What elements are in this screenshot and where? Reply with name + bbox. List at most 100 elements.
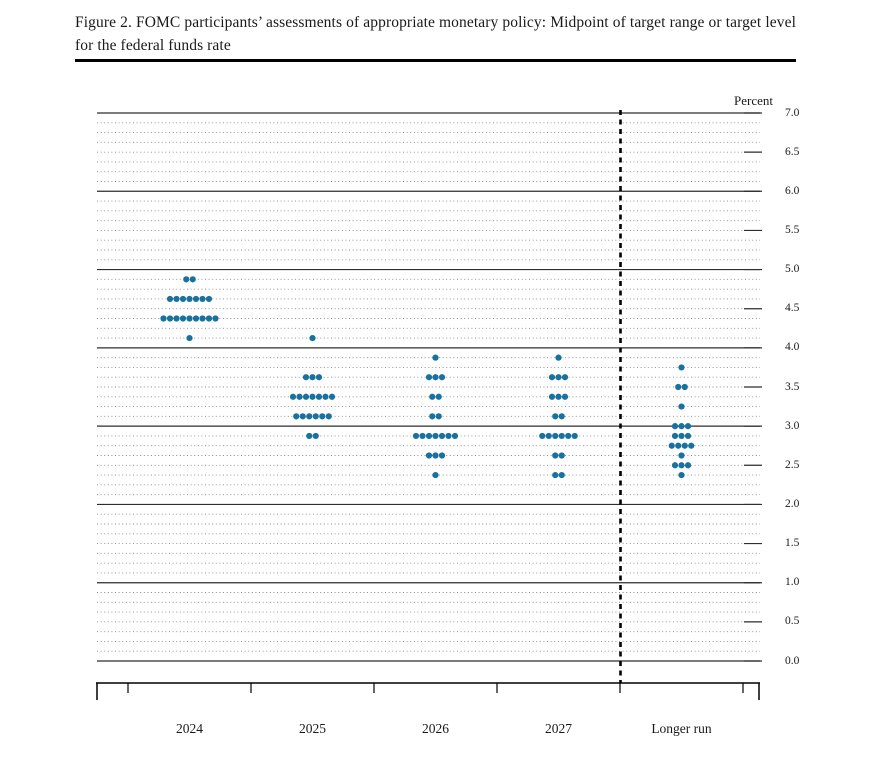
projection-dot-2026-3.625 — [432, 374, 439, 381]
projection-dot-longer-run-2.75 — [675, 442, 682, 449]
projection-dot-longer-run-2.5 — [678, 462, 685, 469]
projection-dot-longer-run-3.5 — [681, 383, 688, 391]
projection-dot-2026-2.375 — [432, 471, 439, 479]
projection-dot-2024-4.375 — [186, 315, 193, 322]
projection-dot-2027-2.625 — [552, 452, 559, 459]
projection-dot-2026-3.375 — [429, 393, 436, 400]
projection-dot-longer-run-2.75 — [668, 442, 675, 449]
projection-dot-2025-3.625 — [315, 374, 323, 381]
y-axis-label: 4.5 — [785, 302, 800, 315]
projection-dot-longer-run-2.75 — [681, 442, 688, 449]
x-axis-label-2025: 2025 — [299, 721, 326, 736]
projection-dot-2027-3.125 — [558, 413, 565, 420]
projection-dot-2025-3.375 — [309, 393, 316, 400]
projection-dot-2024-4.375 — [173, 315, 180, 322]
projection-dot-2026-2.875 — [425, 432, 433, 440]
projection-dot-2024-4.375 — [199, 315, 206, 322]
projection-dot-2024-4.625 — [199, 295, 206, 303]
projection-dot-2027-2.375 — [558, 471, 565, 479]
projection-dot-longer-run-2.875 — [671, 432, 679, 440]
y-axis-label: 0.0 — [785, 654, 800, 667]
projection-dot-2025-3.125 — [293, 413, 300, 420]
projection-dot-2024-4.625 — [179, 295, 187, 303]
projection-dot-longer-run-2.5 — [684, 462, 692, 469]
projection-dot-longer-run-2.5 — [671, 462, 679, 469]
projection-dot-2026-3.375 — [435, 393, 442, 400]
projection-dot-2024-4.375 — [166, 315, 174, 322]
projection-dot-2027-3.875 — [555, 354, 562, 361]
projection-dot-2027-2.875 — [552, 432, 559, 440]
y-axis-label: 4.0 — [785, 341, 800, 354]
title-rule — [75, 59, 796, 62]
projection-dot-2025-3.125 — [325, 413, 332, 420]
projection-dot-2026-2.875 — [412, 432, 420, 440]
projection-dot-2025-3.375 — [328, 393, 336, 400]
projection-dot-2025-3.375 — [296, 393, 303, 400]
projection-dot-2027-2.875 — [545, 432, 552, 440]
projection-dot-2024-4.625 — [205, 295, 213, 303]
projection-dot-2024-4.625 — [192, 295, 200, 303]
projection-dot-longer-run-3.5 — [675, 383, 682, 391]
projection-dot-2027-3.625 — [548, 374, 556, 381]
projection-dot-2026-2.625 — [425, 452, 433, 459]
projection-dot-2025-3.375 — [322, 393, 329, 400]
projection-dot-2025-4.125 — [309, 334, 316, 342]
projection-dot-2026-3.125 — [435, 413, 442, 420]
projection-dot-longer-run-3.75 — [678, 364, 685, 371]
projection-dot-2026-2.875 — [451, 432, 459, 440]
projection-dot-2027-2.875 — [558, 432, 565, 440]
y-axis-label: 2.0 — [785, 497, 800, 510]
y-axis-label: 0.5 — [785, 615, 800, 628]
projection-dot-2025-3.625 — [309, 374, 316, 381]
y-axis-label: 7.0 — [785, 106, 800, 119]
projection-dot-2024-4.875 — [183, 276, 190, 283]
projection-dot-2026-3.125 — [429, 413, 436, 420]
projection-dot-2024-4.375 — [179, 315, 187, 322]
projection-dot-2025-3.625 — [302, 374, 310, 381]
projection-dot-longer-run-2.75 — [688, 442, 695, 449]
x-axis-label-longer-run: Longer run — [651, 721, 712, 736]
projection-dot-2024-4.375 — [192, 315, 200, 322]
projection-dot-2024-4.875 — [189, 276, 196, 283]
projection-dot-2025-3.375 — [289, 393, 297, 400]
y-axis-unit-label: Percent — [734, 93, 773, 108]
projection-dot-2027-2.875 — [565, 432, 572, 440]
projection-dot-2027-2.875 — [571, 432, 578, 440]
projection-dot-longer-run-2.875 — [678, 432, 685, 440]
projection-dot-2025-3.375 — [315, 393, 323, 400]
projection-dot-2025-3.125 — [312, 413, 319, 420]
projection-dot-2024-4.375 — [212, 315, 219, 322]
projection-dot-2027-2.875 — [539, 432, 546, 440]
projection-dot-2024-4.375 — [205, 315, 213, 322]
projection-dot-2027-2.625 — [558, 452, 565, 459]
projection-dot-longer-run-3 — [671, 423, 679, 430]
projection-dot-2026-2.875 — [445, 432, 452, 440]
projection-dot-2025-3.125 — [306, 413, 313, 420]
y-axis-label: 2.5 — [785, 458, 800, 471]
y-axis-label: 3.0 — [785, 419, 800, 432]
projection-dot-2024-4.625 — [173, 295, 180, 303]
projection-dot-2026-2.625 — [438, 452, 446, 459]
projection-dot-2024-4.625 — [166, 295, 174, 303]
projection-dot-2027-3.125 — [552, 413, 559, 420]
projection-dot-2024-4.625 — [186, 295, 193, 303]
projection-dot-2025-2.875 — [312, 432, 319, 440]
projection-dot-2027-3.375 — [561, 393, 569, 400]
y-axis-label: 1.5 — [785, 537, 800, 550]
projection-dot-2027-3.625 — [561, 374, 569, 381]
projection-dot-longer-run-2.625 — [678, 452, 685, 459]
projection-dot-2027-2.375 — [552, 471, 559, 479]
y-axis-label: 6.0 — [785, 184, 800, 197]
projection-dot-2026-2.875 — [432, 432, 439, 440]
projection-dot-longer-run-3 — [678, 423, 685, 430]
y-axis-label: 3.5 — [785, 380, 800, 393]
projection-dot-2025-3.125 — [299, 413, 306, 420]
projection-dot-2024-4.375 — [160, 315, 167, 322]
y-axis-label: 5.5 — [785, 223, 800, 236]
projection-dot-2026-2.625 — [432, 452, 439, 459]
projection-dot-longer-run-3 — [684, 423, 692, 430]
projection-dot-2025-2.875 — [306, 432, 313, 440]
projection-dot-2026-3.625 — [425, 374, 433, 381]
projection-dot-2027-3.375 — [555, 393, 562, 400]
